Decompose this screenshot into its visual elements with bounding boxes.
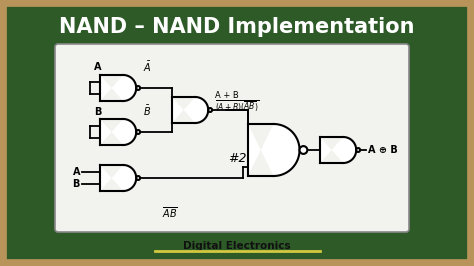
Text: Digital Electronics: Digital Electronics [183,241,291,251]
Text: A + B: A + B [215,92,239,101]
Circle shape [208,108,212,112]
Text: A: A [94,62,102,72]
Polygon shape [172,97,208,123]
Text: $\overline{(A+B)(\overline{AB})}$: $\overline{(A+B)(\overline{AB})}$ [215,98,259,114]
Circle shape [136,176,140,180]
Polygon shape [248,124,300,176]
Circle shape [300,146,307,154]
Text: $\bar{B}$: $\bar{B}$ [143,104,151,118]
Text: A ⊕ B: A ⊕ B [368,145,398,155]
Text: $\overline{AB}$: $\overline{AB}$ [162,205,178,220]
Polygon shape [100,119,136,145]
Circle shape [136,86,140,90]
Polygon shape [100,75,136,101]
Text: B: B [94,107,102,117]
Text: B: B [73,179,80,189]
Text: A: A [73,167,80,177]
Text: #2: #2 [228,152,246,164]
Circle shape [136,130,140,134]
Text: NAND – NAND Implementation: NAND – NAND Implementation [59,17,415,37]
Polygon shape [100,165,136,191]
Circle shape [356,148,360,152]
Text: $\bar{A}$: $\bar{A}$ [143,60,152,74]
FancyBboxPatch shape [55,44,409,232]
Polygon shape [320,137,356,163]
FancyBboxPatch shape [2,2,472,264]
